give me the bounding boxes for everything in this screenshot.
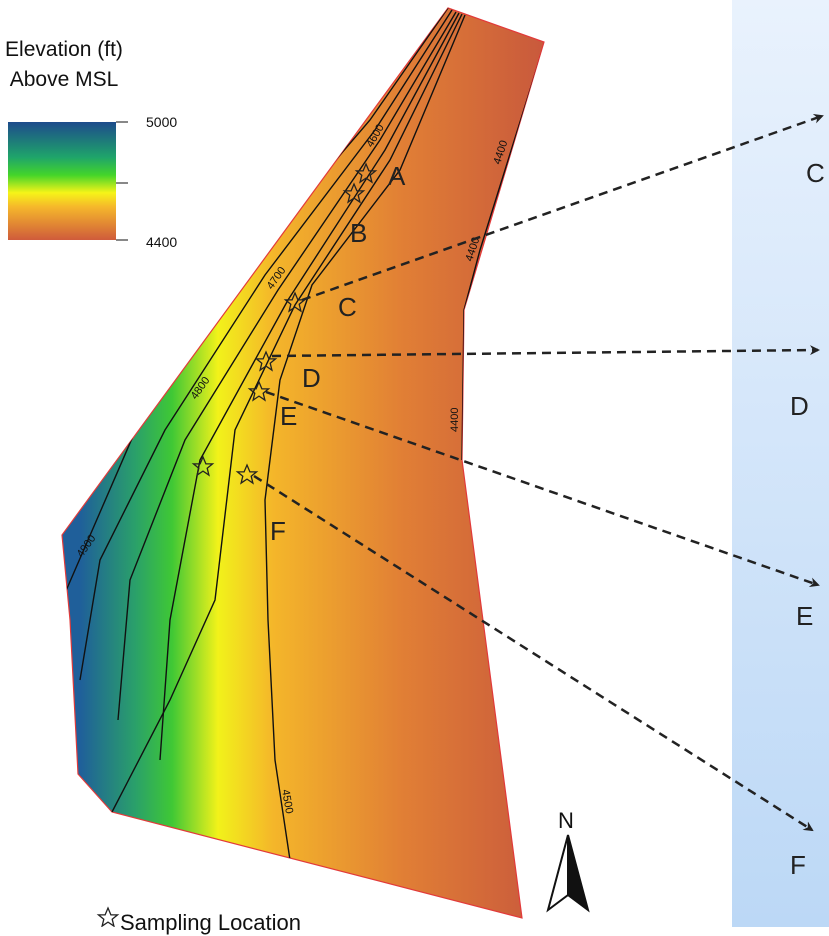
dashed-arrow-icon — [271, 345, 820, 358]
star-icon — [235, 463, 259, 485]
contour-4400 — [461, 41, 544, 461]
panel-label-c: C — [806, 158, 825, 188]
legend-title-line1: Elevation (ft) — [5, 38, 123, 61]
dashed-arrows — [253, 113, 824, 832]
contour-4750 — [159, 12, 460, 761]
site-label-e: E — [280, 401, 298, 431]
dashed-arrow-icon — [265, 390, 820, 588]
site-label-b: B — [350, 218, 368, 248]
north-label: N — [558, 808, 574, 833]
panel-label-d: D — [790, 391, 809, 421]
panel-label-e: E — [796, 601, 814, 631]
star-icon — [254, 350, 278, 372]
star-icon — [342, 182, 366, 204]
contour-4850 — [79, 9, 453, 681]
contour-label: 4400 — [449, 408, 461, 432]
panel-label-f: F — [790, 850, 806, 880]
legend-min-label: 4400 — [146, 234, 178, 250]
legend-max-label: 5000 — [146, 114, 178, 130]
side-panel — [732, 0, 829, 927]
site-label-c: C — [338, 292, 357, 322]
site-label-f: F — [270, 516, 286, 546]
contour-lines — [62, 8, 544, 861]
dashed-arrow-icon — [253, 474, 814, 832]
site-label-d: D — [302, 363, 321, 393]
contour-label: 4500 — [279, 788, 295, 814]
star-icon — [354, 162, 378, 184]
dashed-arrow-icon — [301, 113, 824, 302]
contour-4800 — [117, 11, 457, 721]
north-arrow-icon — [546, 834, 590, 913]
star-icon — [191, 455, 215, 477]
site-label-a: A — [388, 161, 406, 191]
legend-title-line2: Above MSL — [9, 68, 119, 91]
study-area-polygon — [61, 7, 545, 919]
star-icon — [247, 380, 271, 402]
contour-4700 — [111, 13, 463, 813]
star-icon — [96, 906, 120, 927]
contour-4600 — [264, 14, 466, 861]
legend-colorbar — [8, 122, 116, 240]
legend-sampling-location: Sampling Location — [120, 910, 302, 935]
